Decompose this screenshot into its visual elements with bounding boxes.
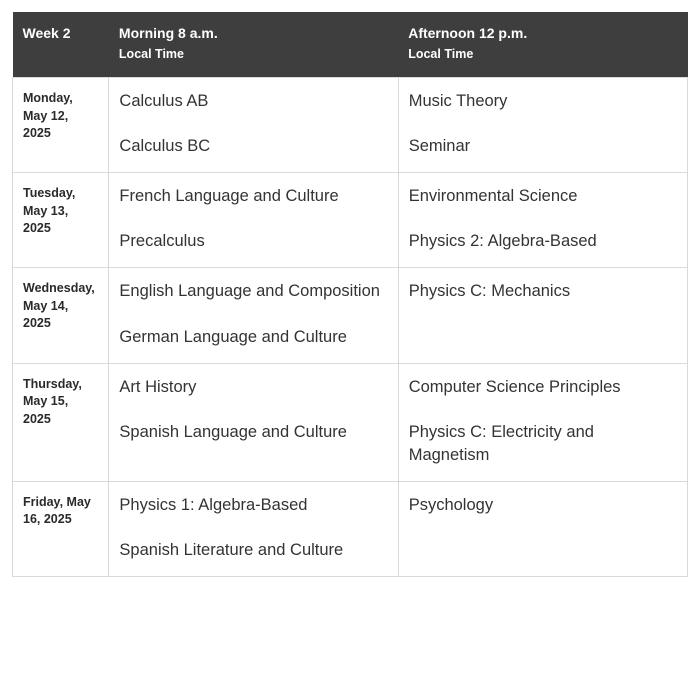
table-row: Friday, May 16, 2025 Physics 1: Algebra-B… [13, 481, 688, 576]
day-label: Tuesday, May 13, 2025 [23, 186, 75, 235]
day-cell: Monday, May 12, 2025 [13, 78, 109, 173]
afternoon-cell: Music Theory Seminar [398, 78, 687, 173]
exam-entry: Computer Science Principles [409, 376, 677, 399]
exam-entry: Seminar [409, 135, 677, 158]
morning-cell: Calculus AB Calculus BC [109, 78, 398, 173]
header-week-label: Week 2 [23, 25, 71, 41]
exam-entry: French Language and Culture [119, 185, 387, 208]
exam-entry: Psychology [409, 494, 677, 517]
exam-entry: Spanish Language and Culture [119, 421, 387, 444]
header-morning-main: Morning 8 a.m. [119, 25, 218, 41]
exam-entry: Art History [119, 376, 387, 399]
exam-schedule-table: Week 2 Morning 8 a.m. Local Time Afterno… [12, 12, 688, 577]
afternoon-cell: Psychology [398, 481, 687, 576]
day-label: Thursday, May 15, 2025 [23, 377, 82, 426]
exam-entry: Physics 2: Algebra-Based [409, 230, 677, 253]
exam-entry: Physics C: Electricity and Magnetism [409, 421, 677, 467]
day-cell: Thursday, May 15, 2025 [13, 363, 109, 481]
day-label: Friday, May 16, 2025 [23, 495, 91, 527]
table-row: Monday, May 12, 2025Calculus ABCalculus … [13, 78, 688, 173]
day-cell: Friday, May 16, 2025 [13, 481, 109, 576]
table-row: Wednesday, May 14, 2025 English Language … [13, 268, 688, 363]
day-label: Monday, May 12, 2025 [23, 91, 73, 140]
header-afternoon-sub: Local Time [408, 46, 677, 64]
header-afternoon: Afternoon 12 p.m. Local Time [398, 12, 687, 78]
afternoon-cell: Physics C: Mechanics [398, 268, 687, 363]
exam-entry: Precalculus [119, 230, 387, 253]
table-row: Tuesday, May 13, 2025 French Language and… [13, 173, 688, 268]
exam-entry: English Language and Composition [119, 280, 387, 303]
table-row: Thursday, May 15, 2025 Art History Spanish… [13, 363, 688, 481]
afternoon-cell: Computer Science Principles Physics C: El… [398, 363, 687, 481]
day-cell: Tuesday, May 13, 2025 [13, 173, 109, 268]
morning-cell: Physics 1: Algebra-Based Spanish Literatu… [109, 481, 398, 576]
day-label: Wednesday, May 14, 2025 [23, 281, 95, 330]
header-morning: Morning 8 a.m. Local Time [109, 12, 398, 78]
day-cell: Wednesday, May 14, 2025 [13, 268, 109, 363]
morning-cell: English Language and Composition German L… [109, 268, 398, 363]
table-header: Week 2 Morning 8 a.m. Local Time Afterno… [13, 12, 688, 78]
afternoon-cell: Environmental Science Physics 2: Algebra-… [398, 173, 687, 268]
exam-entry: Physics C: Mechanics [409, 280, 677, 303]
exam-entry: Music Theory [409, 90, 677, 113]
header-morning-sub: Local Time [119, 46, 388, 64]
header-week: Week 2 [13, 12, 109, 78]
table-body: Monday, May 12, 2025Calculus ABCalculus … [13, 78, 688, 577]
exam-entry: Spanish Literature and Culture [119, 539, 387, 562]
exam-entry: Physics 1: Algebra-Based [119, 494, 387, 517]
exam-entry: Calculus BC [119, 135, 387, 158]
exam-entry: German Language and Culture [119, 326, 387, 349]
morning-cell: Art History Spanish Language and Culture [109, 363, 398, 481]
header-afternoon-main: Afternoon 12 p.m. [408, 25, 527, 41]
exam-entry: Environmental Science [409, 185, 677, 208]
exam-entry: Calculus AB [119, 90, 387, 113]
morning-cell: French Language and Culture Precalculus [109, 173, 398, 268]
